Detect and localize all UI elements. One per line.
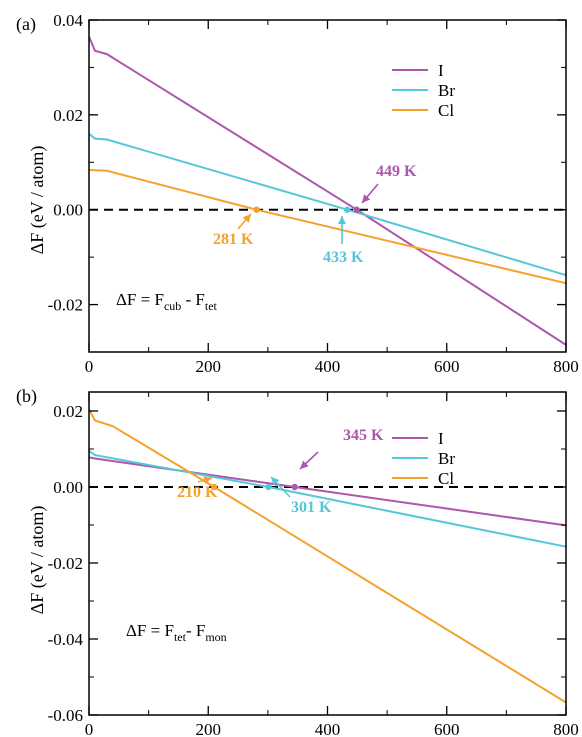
crossing-point-cl bbox=[211, 483, 218, 491]
ticks-a: 0 200 400 600 800 -0.02 0.00 0.02 0.04 bbox=[48, 11, 579, 376]
y-tick-label-0-02: 0.02 bbox=[53, 106, 83, 125]
crossing-point-br bbox=[343, 206, 351, 213]
y-tick-label-0-00: 0.00 bbox=[53, 201, 83, 220]
y-axis-label-a: ΔF (eV / atom) bbox=[27, 146, 48, 255]
x-tick-label-600: 600 bbox=[434, 357, 460, 376]
legend-label-br: Br bbox=[438, 81, 455, 100]
axes-frame-b bbox=[88, 391, 567, 716]
legend-a: I Br Cl bbox=[392, 61, 455, 120]
panel-a: (a) ΔF (eV / atom) 0 200 400 600 800 -0.02 0.0… bbox=[16, 11, 579, 376]
legend-label-cl: Cl bbox=[438, 469, 454, 488]
series-layer-b bbox=[88, 408, 567, 704]
series-line-i bbox=[88, 36, 567, 346]
series-line-cl bbox=[88, 408, 567, 704]
y-tick-label--0-02: -0.02 bbox=[48, 554, 83, 573]
annotation-i-b: 345 K bbox=[343, 427, 384, 444]
y-tick-label-0-02: 0.02 bbox=[53, 402, 83, 421]
formula-a: ΔF = Fcub - Ftet bbox=[116, 290, 218, 313]
annotation-br-b: 301 K bbox=[291, 499, 332, 516]
x-tick-label-400: 400 bbox=[315, 357, 341, 376]
legend-label-br: Br bbox=[438, 449, 455, 468]
series-line-cl bbox=[88, 168, 567, 285]
annotation-br-a: 433 K bbox=[323, 249, 364, 266]
crossing-point-i bbox=[291, 483, 298, 491]
crossing-point-cl bbox=[253, 206, 260, 213]
x-tick-label-800: 800 bbox=[553, 357, 579, 376]
arrow-head bbox=[300, 460, 309, 469]
panel-b: (b) ΔF (eV / atom) 0 200 400 600 800 -0.06 -0.… bbox=[16, 386, 579, 737]
x-tick-label-0: 0 bbox=[85, 720, 94, 737]
annotations-b: 345 K 301 K 210 K bbox=[177, 427, 384, 516]
arrow-head bbox=[271, 477, 280, 486]
panel-label-b: (b) bbox=[16, 386, 37, 407]
legend-label-cl: Cl bbox=[438, 101, 454, 120]
y-tick-label-0-00: 0.00 bbox=[53, 478, 83, 497]
y-tick-label--0-04: -0.04 bbox=[48, 630, 84, 649]
x-tick-label-400: 400 bbox=[315, 720, 341, 737]
crossing-point-i bbox=[353, 206, 360, 213]
annotations-a: 449 K 433 K 281 K bbox=[213, 163, 417, 266]
legend-label-i: I bbox=[438, 61, 444, 80]
x-tick-label-600: 600 bbox=[434, 720, 460, 737]
arrow-head bbox=[203, 476, 212, 484]
ticks-b: 0 200 400 600 800 -0.06 -0.04 -0.02 0.00 0.02 bbox=[48, 392, 579, 737]
x-tick-label-200: 200 bbox=[196, 357, 222, 376]
y-tick-label-0-04: 0.04 bbox=[53, 11, 83, 30]
series-layer-a bbox=[88, 36, 567, 346]
legend-label-i: I bbox=[438, 429, 444, 448]
panel-label-a: (a) bbox=[16, 14, 36, 35]
series-line-br bbox=[88, 133, 567, 277]
formula-b: ΔF = Ftet- Fmon bbox=[126, 621, 227, 644]
y-tick-label--0-02: -0.02 bbox=[48, 296, 83, 315]
crossing-point-br bbox=[265, 483, 272, 491]
y-tick-label--0-06: -0.06 bbox=[48, 706, 83, 725]
y-axis-label-b: ΔF (eV / atom) bbox=[27, 506, 48, 615]
arrow-head bbox=[362, 194, 371, 203]
annotation-i-a: 449 K bbox=[376, 163, 417, 180]
legend-b: I Br Cl bbox=[392, 429, 455, 488]
annotation-cl-a: 281 K bbox=[213, 231, 254, 248]
x-tick-label-200: 200 bbox=[196, 720, 222, 737]
x-tick-label-0: 0 bbox=[85, 357, 94, 376]
x-tick-label-800: 800 bbox=[553, 720, 579, 737]
arrow-head bbox=[338, 216, 346, 224]
arrow-head bbox=[242, 214, 251, 223]
annotation-cl-b: 210 K bbox=[177, 484, 218, 501]
series-line-br bbox=[88, 450, 567, 548]
plot-frame bbox=[88, 391, 567, 716]
